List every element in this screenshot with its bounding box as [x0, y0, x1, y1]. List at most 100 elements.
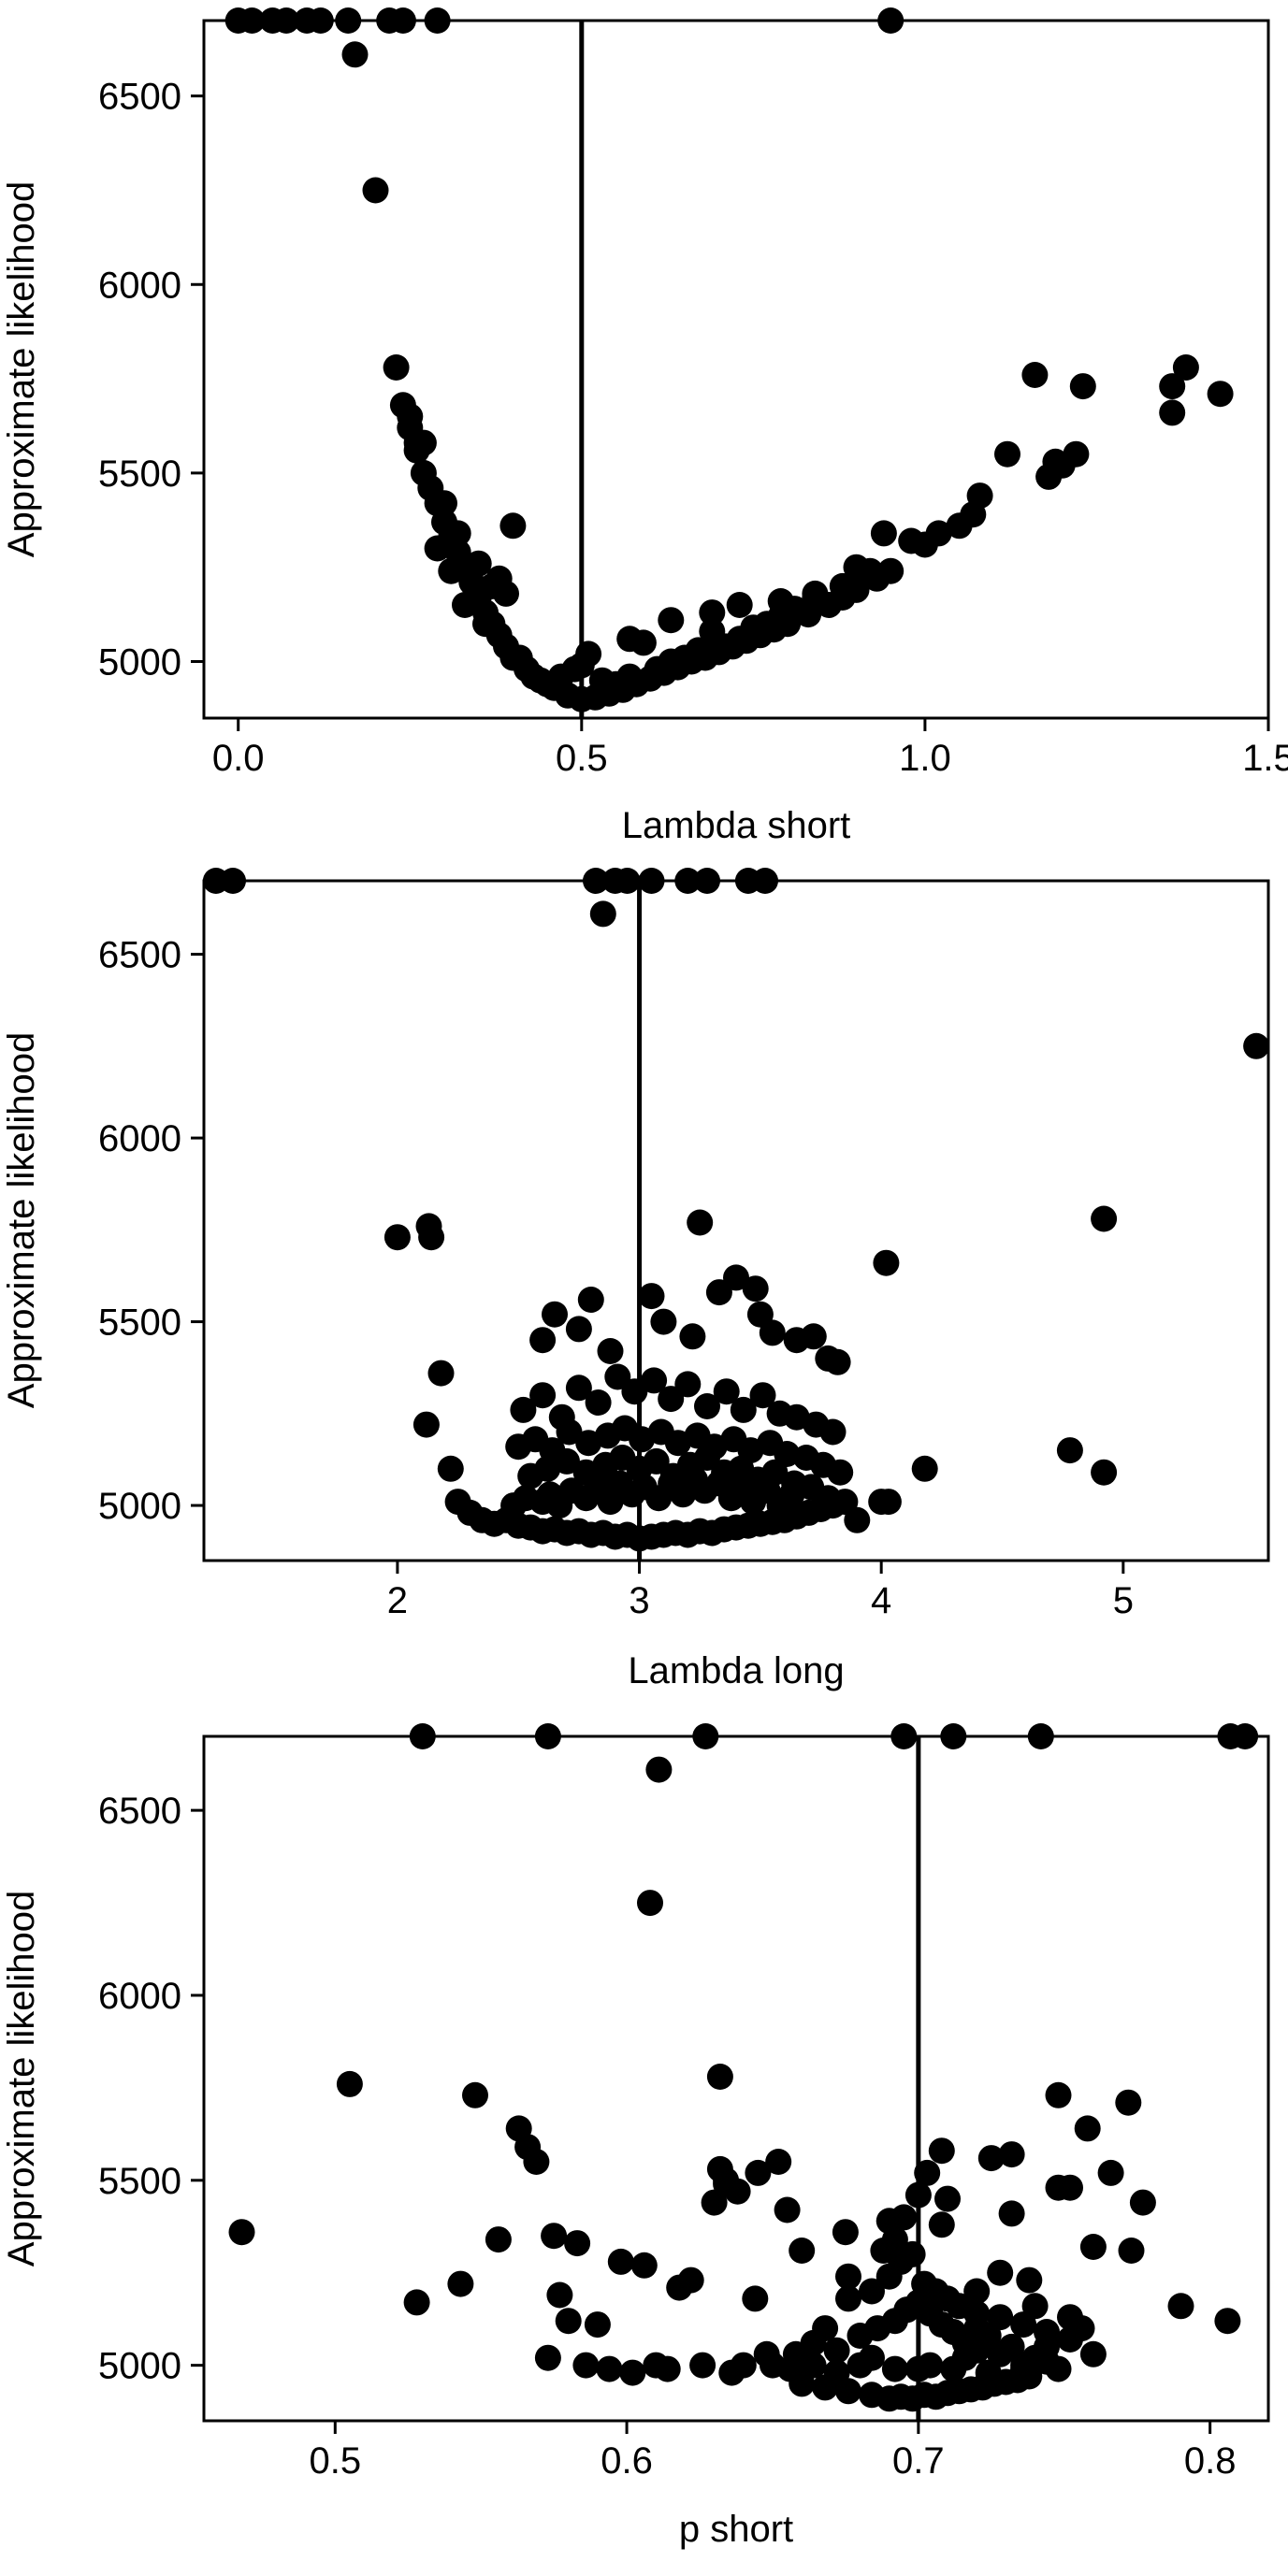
- y-tick-label: 6500: [98, 1791, 181, 1832]
- data-point: [829, 572, 856, 599]
- data-point: [336, 2070, 363, 2097]
- data-point: [835, 2285, 861, 2312]
- data-point: [604, 1363, 631, 1390]
- y-tick-label: 6000: [98, 265, 181, 306]
- data-point: [1214, 2308, 1241, 2335]
- data-point: [607, 2248, 634, 2275]
- y-tick-label: 5500: [98, 453, 181, 495]
- data-point: [637, 1890, 663, 1917]
- data-point: [307, 7, 334, 34]
- y-tick-label: 5000: [98, 1486, 181, 1527]
- data-point: [987, 2259, 1014, 2286]
- data-point: [335, 7, 362, 34]
- data-point: [759, 1319, 786, 1346]
- plot-frame: [202, 1734, 1270, 2423]
- data-point: [447, 2270, 474, 2297]
- data-point: [1097, 2159, 1124, 2186]
- data-point: [987, 2304, 1014, 2331]
- data-point: [911, 1455, 938, 1482]
- data-point: [745, 2159, 772, 2186]
- data-point: [1243, 1032, 1270, 1059]
- y-tick-label: 6500: [98, 935, 181, 976]
- data-point: [534, 1723, 561, 1749]
- data-point: [802, 580, 829, 607]
- data-point: [705, 1279, 732, 1306]
- plot-frame: [202, 19, 1270, 720]
- scatter-panel-lambda-short: 0.0 0.5 1.0 1.5 5000 5500 6000 6500 Lambda sho…: [1, 7, 1288, 846]
- data-point: [583, 868, 609, 894]
- data-point: [572, 2352, 600, 2379]
- data-point: [493, 580, 519, 607]
- data-point: [1172, 354, 1199, 381]
- data-point: [994, 440, 1020, 468]
- data-point: [1063, 440, 1090, 468]
- data-point: [1115, 2089, 1142, 2116]
- data-point: [529, 1382, 557, 1409]
- data-point: [761, 1459, 789, 1486]
- data-point: [383, 354, 410, 381]
- scatter-panel-lambda-long: 2 3 4 5 5000 5500 6000 6500 Lambda long Approx…: [1, 868, 1270, 1691]
- data-point: [844, 1506, 871, 1533]
- data-point: [412, 1411, 440, 1438]
- y-axis-ticks: 5000 5500 6000 6500: [98, 1791, 204, 2387]
- data-point: [730, 2352, 757, 2379]
- data-point: [584, 2311, 611, 2339]
- data-point: [510, 1396, 537, 1423]
- data-point: [1129, 2189, 1156, 2216]
- data-point: [767, 588, 794, 614]
- data-point: [616, 626, 644, 653]
- data-point: [630, 2252, 658, 2279]
- data-point: [940, 1723, 967, 1749]
- data-point: [542, 1301, 568, 1328]
- data-point: [462, 2081, 488, 2108]
- y-axis-ticks: 5000 5500 6000 6500: [98, 935, 204, 1527]
- data-point: [1074, 2115, 1101, 2142]
- data-point: [812, 2374, 839, 2401]
- x-tick-label: 0.6: [601, 2440, 653, 2482]
- data-point: [774, 1441, 801, 1467]
- data-point: [677, 2267, 704, 2294]
- data-point: [859, 2344, 885, 2371]
- y-tick-label: 5500: [98, 1302, 181, 1344]
- y-axis-label: Approximate likelihood: [1, 181, 42, 557]
- y-tick-label: 6000: [98, 1976, 181, 2017]
- data-point: [645, 1756, 673, 1783]
- y-tick-label: 5000: [98, 2346, 181, 2387]
- data-point: [1056, 1437, 1083, 1464]
- x-axis-label: p short: [679, 2509, 793, 2550]
- data-point: [689, 2352, 716, 2379]
- data-point: [654, 2355, 681, 2382]
- data-points: [228, 1723, 1259, 2412]
- data-point: [465, 550, 492, 577]
- data-point: [859, 2278, 885, 2305]
- y-tick-label: 6000: [98, 1118, 181, 1159]
- data-point: [418, 1224, 445, 1251]
- data-point: [565, 1316, 592, 1343]
- data-point: [523, 2149, 550, 2175]
- data-point: [870, 520, 897, 547]
- data-point: [752, 868, 778, 894]
- data-point: [485, 2226, 512, 2253]
- data-point: [546, 2281, 573, 2309]
- data-point: [966, 482, 993, 510]
- data-point: [239, 7, 266, 34]
- data-point: [650, 1308, 677, 1335]
- data-point: [1079, 2340, 1107, 2367]
- y-tick-label: 5000: [98, 642, 181, 684]
- data-point: [529, 1327, 557, 1354]
- data-point: [1167, 2293, 1194, 2320]
- data-point: [928, 2211, 955, 2238]
- data-point: [835, 2378, 861, 2405]
- data-point: [843, 554, 870, 581]
- data-point: [1207, 381, 1234, 408]
- data-point: [749, 1382, 776, 1409]
- data-point: [928, 2137, 955, 2165]
- data-point: [658, 1386, 685, 1413]
- x-tick-label: 5: [1113, 1580, 1134, 1621]
- x-tick-label: 4: [871, 1580, 891, 1621]
- data-point: [835, 2263, 861, 2290]
- data-point: [1091, 1205, 1118, 1232]
- data-points: [202, 868, 1270, 1552]
- data-point: [597, 1338, 624, 1364]
- data-point: [641, 1367, 668, 1394]
